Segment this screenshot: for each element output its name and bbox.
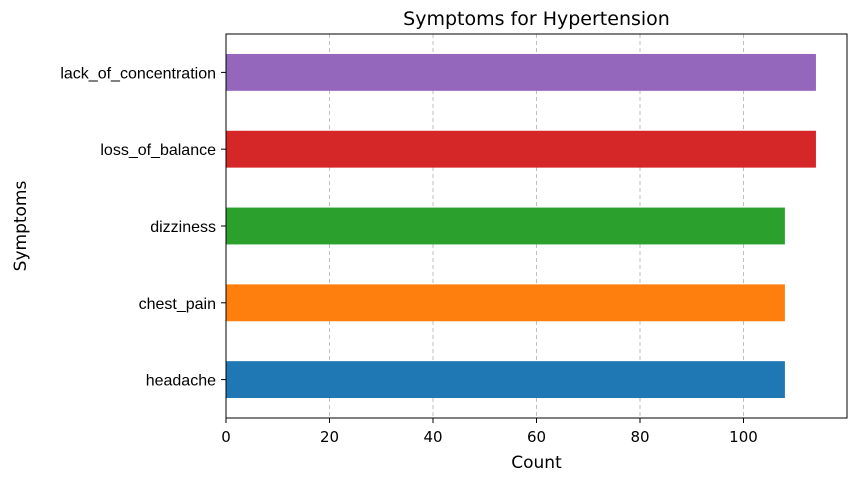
x-tick-label: 60 (527, 428, 546, 446)
chart-title: Symptoms for Hypertension (403, 8, 670, 30)
x-tick-label: 80 (630, 428, 649, 446)
y-tick-label-chest-pain: chest_pain (139, 296, 216, 313)
y-tick-label-headache: headache (146, 373, 216, 390)
bar-lack-of-concentration (226, 53, 816, 91)
plot-frame (225, 33, 848, 419)
bar-loss-of-balance (226, 130, 816, 168)
x-tick-label: 20 (320, 428, 339, 446)
ticks: 0 20 40 60 80 100 headache chest_pain dizziness l… (60, 65, 757, 446)
y-tick-label-loss-of-balance: loss_of_balance (100, 142, 216, 159)
y-tick-label-lack-of-concentration: lack_of_concentration (60, 65, 216, 82)
bar-headache (226, 361, 785, 399)
bar-dizziness (226, 207, 785, 245)
y-axis-label: Symptoms (11, 181, 31, 272)
bar-chest-pain (226, 284, 785, 322)
x-tick-label: 40 (423, 428, 442, 446)
x-axis-label: Count (511, 453, 562, 473)
x-tick-label: 100 (729, 428, 758, 446)
y-tick-label-dizziness: dizziness (150, 219, 216, 236)
x-tick-label: 0 (221, 428, 231, 446)
bars (226, 53, 816, 399)
